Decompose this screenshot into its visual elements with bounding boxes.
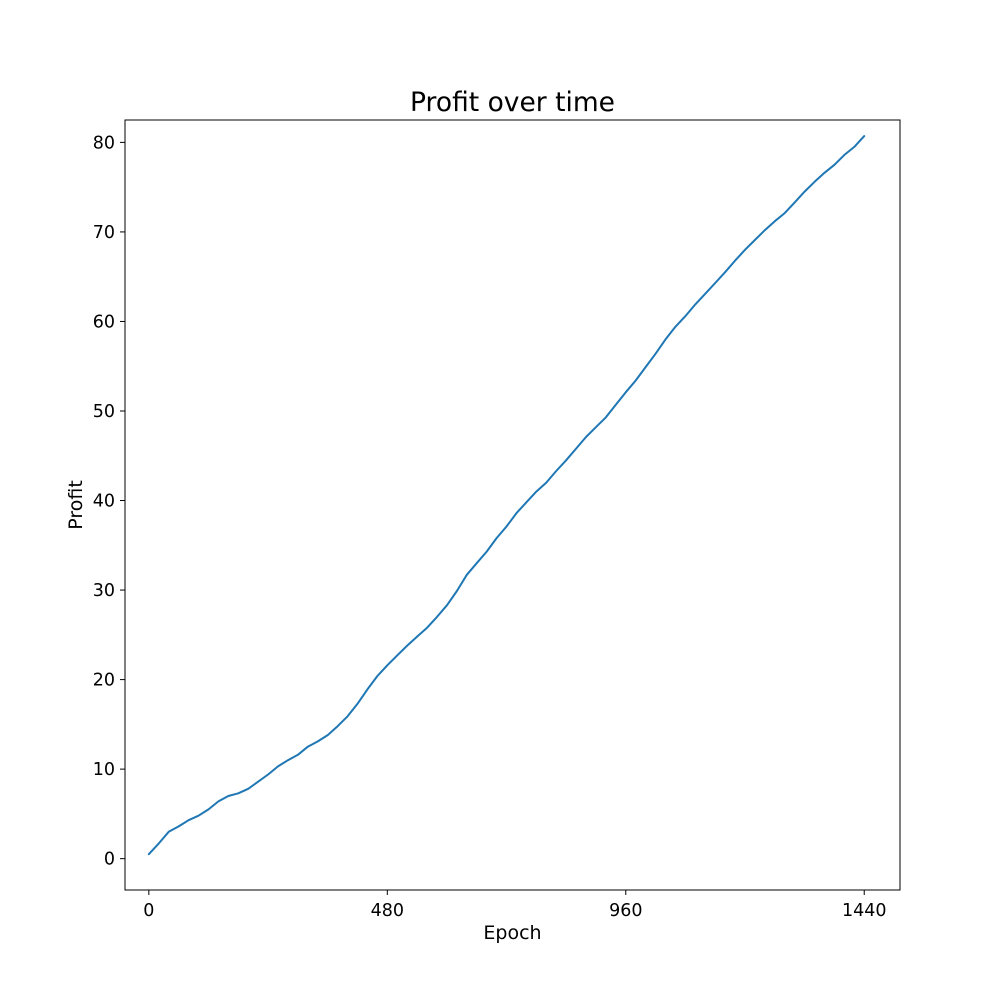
profit-line xyxy=(147,135,866,856)
y-tick-label: 50 xyxy=(93,402,115,422)
x-tick-label: 1440 xyxy=(842,901,887,921)
y-tick-label: 40 xyxy=(93,492,115,512)
y-axis-label: Profit xyxy=(65,480,87,530)
y-tick-label: 0 xyxy=(104,850,115,870)
x-tick-label: 960 xyxy=(609,901,642,921)
plot-frame xyxy=(124,119,901,891)
x-axis: 0 480 960 1440 xyxy=(143,890,887,921)
chart-title: Profit over time xyxy=(410,87,615,118)
x-tick-label: 480 xyxy=(371,901,404,921)
y-axis: 0 10 20 30 40 50 60 70 80 xyxy=(93,133,125,870)
x-axis-label: Epoch xyxy=(483,922,541,944)
y-tick-label: 10 xyxy=(93,760,115,780)
series-layer xyxy=(147,135,866,856)
y-tick-label: 20 xyxy=(93,671,115,691)
y-tick-label: 80 xyxy=(93,133,115,153)
y-tick-label: 30 xyxy=(93,581,115,601)
x-tick-label: 0 xyxy=(143,901,154,921)
y-tick-label: 70 xyxy=(93,223,115,243)
y-tick-label: 60 xyxy=(93,312,115,332)
